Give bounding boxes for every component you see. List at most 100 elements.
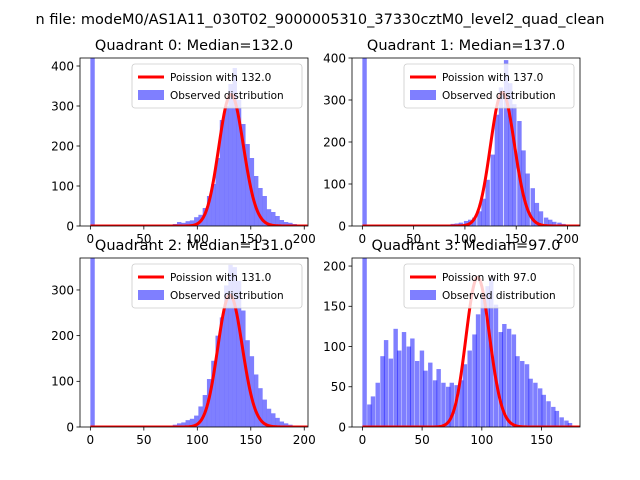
histogram-bar [428,362,433,427]
histogram-bar [176,222,182,226]
legend-label: Observed distribution [170,290,284,302]
histogram-bar [279,421,285,427]
chart-title: Quadrant 3: Median=97.0 [372,238,561,254]
histogram-bar [236,100,242,226]
histogram-bar [498,332,503,427]
histogram-bar [406,346,412,427]
legend-patch-swatch [138,90,164,100]
histogram-bar [194,415,199,427]
histogram-bar [288,222,293,226]
axes-frame [351,257,581,428]
histogram-bar [176,423,182,427]
histogram-bar [432,380,438,427]
histogram-bar [414,361,420,427]
histogram-bar [271,212,276,226]
x-tick-label: 200 [293,232,316,246]
x-tick-label: 150 [239,433,262,447]
x-tick-label: 50 [414,433,429,447]
y-tick-label: 100 [51,375,74,389]
x-tick-label: 0 [359,232,367,246]
histogram-bar [564,420,569,427]
histogram-bar [494,114,500,226]
legend-label: Observed distribution [442,90,556,102]
histogram-bar [462,364,468,427]
histogram-bar [224,285,229,427]
histogram-bar [485,179,490,226]
histogram-bar [215,335,220,427]
chart-quadrant-3: Quadrant 3: Median=97.0 0 50 100 150 0 50 100 15… [323,238,581,447]
histogram-bar [506,328,512,427]
histogram-bar [397,350,402,427]
histogram-bar [445,386,451,427]
x-tick-label: 50 [406,232,421,246]
legend: Poission with 132.0 Observed distribution [131,63,303,109]
histogram-bar [283,423,289,427]
histogram-bar [538,211,544,226]
x-tick-label: 100 [186,232,209,246]
legend-label: Poission with 131.0 [170,272,271,284]
y-tick-label: 150 [323,300,346,314]
histogram-bar [228,264,233,427]
histogram-bar [481,198,486,226]
y-tick-label: 100 [323,340,346,354]
histogram-bar [279,220,285,226]
histogram-bar [515,356,520,427]
histogram-bar [401,332,407,427]
x-tick-label: 50 [136,433,151,447]
histogram-bars [362,58,570,226]
y-tick-label: 100 [51,179,74,193]
x-tick-label: 100 [470,433,493,447]
x-tick-label: 200 [293,433,316,447]
histogram-bar [419,350,425,427]
histogram-bar [185,420,190,427]
y-tick-label: 300 [51,283,74,297]
legend-label: Poission with 132.0 [170,72,271,84]
histogram-bar [232,267,237,427]
histogram-bar [463,220,469,226]
histogram-bar [236,280,242,427]
histogram-bar [534,202,540,226]
legend-patch-swatch [410,90,436,100]
y-tick-label: 50 [331,380,346,394]
histogram-bar [211,360,216,427]
histogram-bar [449,382,454,427]
histogram-bar [467,350,472,427]
y-tick-label: 0 [66,219,74,233]
histogram-bar [511,334,517,427]
histogram-bar [546,401,551,427]
histogram-bar [520,361,525,427]
histogram-bar [362,58,367,226]
histogram-bars [362,258,573,427]
histogram-bar [241,124,246,226]
x-tick-label: 0 [87,232,95,246]
legend-label: Observed distribution [170,90,284,102]
histogram-bar [480,294,486,427]
histogram-bar [206,196,212,226]
histogram-bar [490,154,495,226]
histogram-bar [459,380,464,427]
histogram-bar [554,410,560,427]
legend: Poission with 131.0 Observed distribution [131,263,303,309]
histogram-bar [508,83,513,226]
legend-label: Poission with 137.0 [442,72,543,84]
histogram-bar [249,356,255,427]
poisson-curve [89,93,308,226]
histogram-bar [189,220,195,226]
figure-suptitle: n file: modeM0/AS1A11_030T02_9000005310_… [36,12,605,28]
poisson-curve [89,293,308,427]
histogram-bar [477,211,482,226]
histogram-bar [537,388,543,427]
histogram-bar [475,314,481,427]
legend-patch-swatch [410,290,436,300]
histogram-bar [362,258,367,427]
histogram-bar [388,358,394,427]
histogram-bar [559,417,564,427]
histogram-bar [262,399,267,427]
y-tick-label: 100 [323,177,346,191]
chart-title: Quadrant 2: Median=131.0 [95,238,293,254]
histogram-bar [410,338,415,427]
histogram-bar [503,60,509,226]
x-tick-label: 200 [556,232,579,246]
histogram-bar [512,104,517,226]
